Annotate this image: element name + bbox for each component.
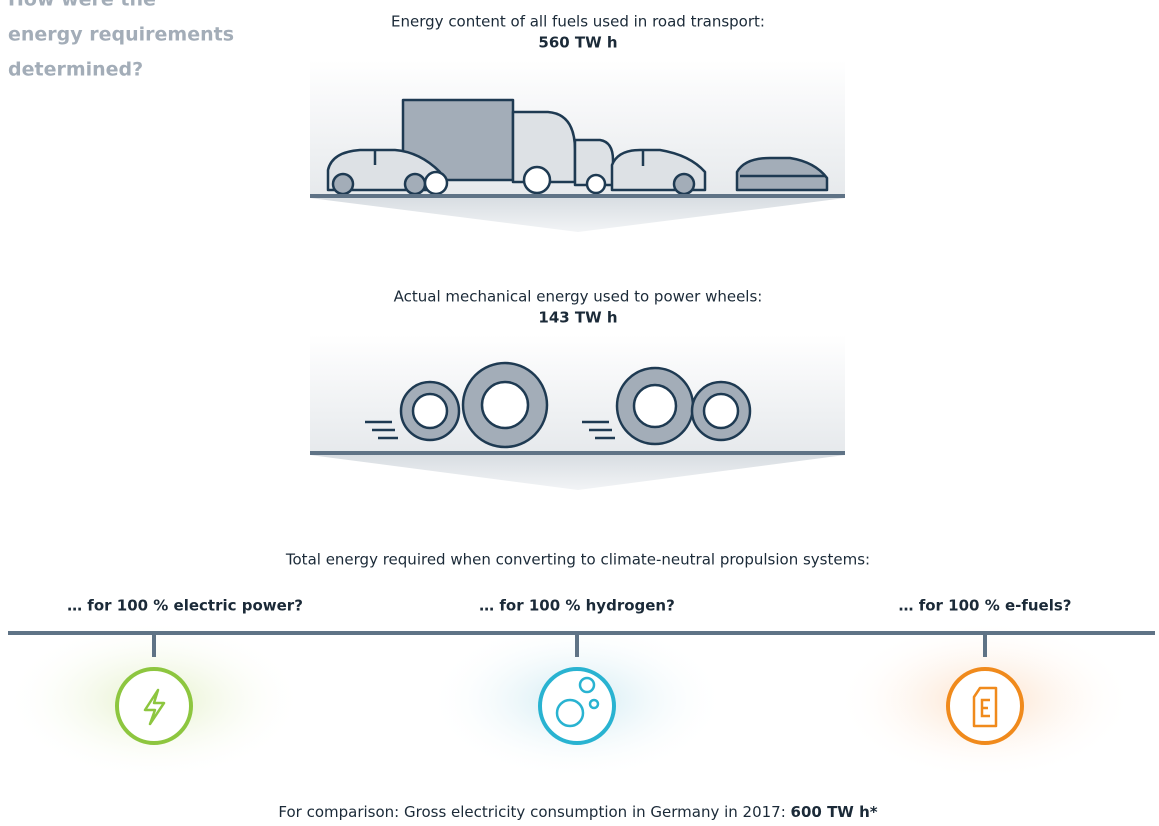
sidebar-line: energy requirements [8, 24, 234, 46]
footer-value: 600 TW h* [791, 803, 878, 821]
options: … for 100 % electric power? … for 100 % … [4, 597, 1155, 781]
sidebar: How were the energy requirements determi… [8, 0, 234, 81]
wheels-panel [310, 335, 845, 490]
vehicles-panel [310, 60, 845, 232]
footer: For comparison: Gross electricity consum… [278, 803, 877, 821]
total-label: Total energy required when converting to… [285, 551, 870, 569]
step-label: Energy content of all fuels used in road… [391, 13, 765, 31]
infographic: How were the energy requirements determi… [0, 0, 1159, 826]
sidebar-line: determined? [8, 59, 143, 81]
step-value: 143 TW h [538, 309, 617, 327]
footer-text: For comparison: Gross electricity consum… [278, 803, 790, 821]
option-label: … for 100 % electric power? [67, 597, 303, 615]
option-label: … for 100 % e-fuels? [898, 597, 1071, 615]
option-label: … for 100 % hydrogen? [479, 597, 675, 615]
step-label: Actual mechanical energy used to power w… [394, 288, 763, 306]
sidebar-line: How were the [8, 0, 156, 11]
step-value: 560 TW h [538, 34, 617, 52]
